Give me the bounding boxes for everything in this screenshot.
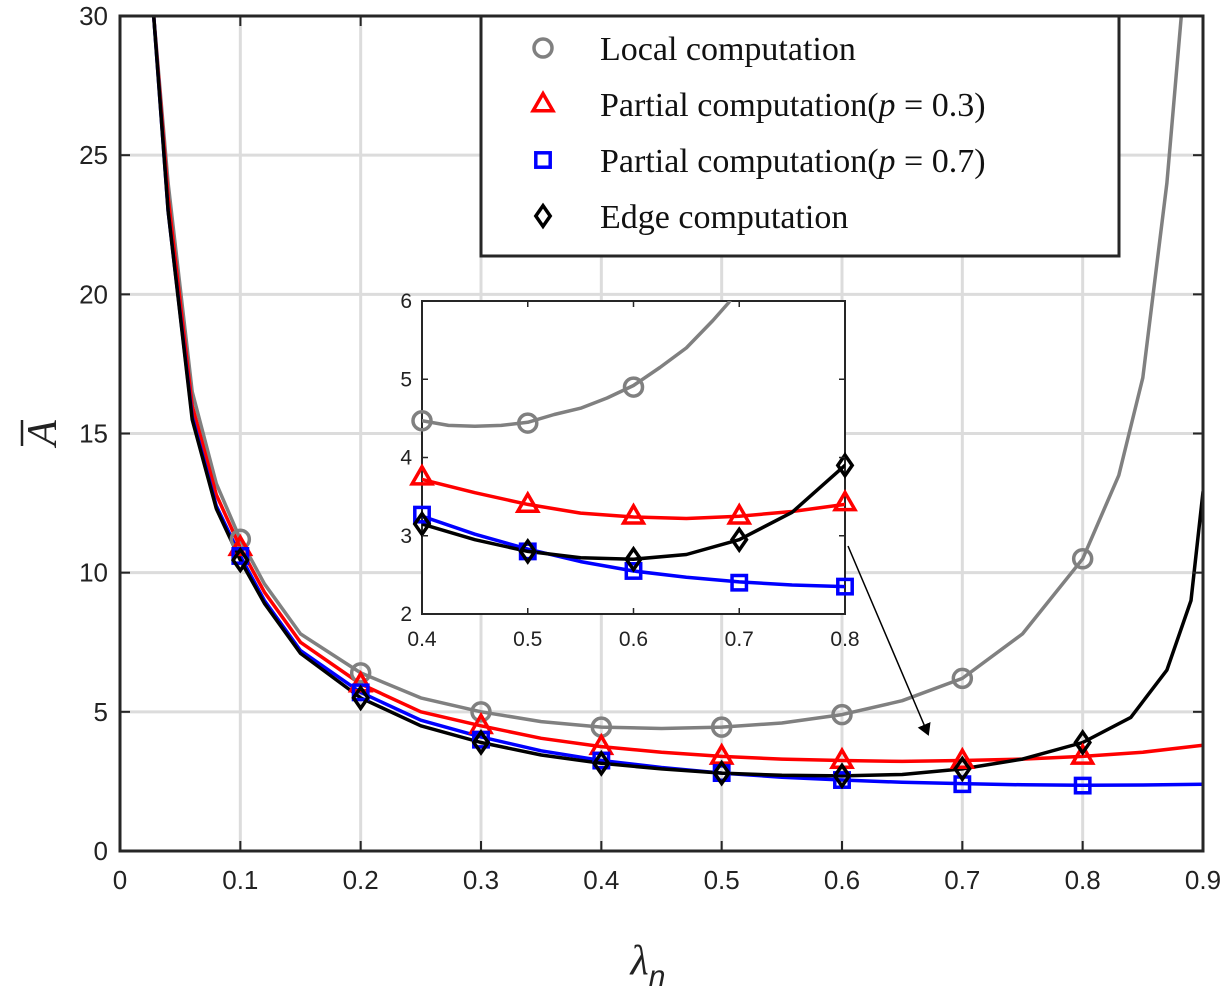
data-point-edge-computation xyxy=(351,684,370,712)
data-point-edge-computation xyxy=(412,510,432,538)
series-line-edge-computation xyxy=(422,463,845,561)
data-point-partial-computation-p-0-3 xyxy=(620,502,647,525)
zoom-arrow xyxy=(847,545,931,736)
y-tick-label: 5 xyxy=(400,368,412,391)
data-point-partial-computation-p-0-3 xyxy=(514,490,541,513)
legend-box xyxy=(479,14,1121,258)
data-point-partial-computation-p-0-3 xyxy=(949,746,976,770)
data-point-edge-computation xyxy=(835,451,855,479)
data-point-partial-computation-p-0-3 xyxy=(832,489,858,512)
data-point-partial-computation-p-0-3 xyxy=(409,463,435,486)
x-tick-label: 0.1 xyxy=(222,865,258,895)
x-axis-subscript: n xyxy=(649,960,666,991)
data-point-edge-computation xyxy=(832,762,852,790)
y-tick-label: 6 xyxy=(400,290,412,313)
y-tick-label: 20 xyxy=(79,279,108,309)
data-point-edge-computation xyxy=(231,546,250,574)
data-point-edge-computation xyxy=(1073,729,1092,756)
y-tick-label: 0 xyxy=(94,836,108,866)
x-tick-label: 0.9 xyxy=(1185,865,1221,895)
x-axis-symbol: λ xyxy=(629,938,649,984)
x-tick-label: 0.7 xyxy=(725,628,754,651)
data-point-partial-computation-p-0-3 xyxy=(227,533,254,557)
y-axis-symbol: A xyxy=(20,420,66,449)
series-line-local-computation xyxy=(422,301,732,428)
legend-label-partial-03: Partial computation(p = 0.3) xyxy=(600,87,986,124)
x-tick-label: 0 xyxy=(113,865,127,895)
y-tick-label: 10 xyxy=(79,558,108,588)
y-tick-label: 4 xyxy=(400,447,412,470)
data-point-local-computation xyxy=(622,376,645,398)
data-point-partial-computation-p-0-7 xyxy=(413,505,431,524)
y-tick-label: 15 xyxy=(79,419,108,449)
data-point-local-computation xyxy=(470,701,492,723)
x-tick-label: 0.4 xyxy=(583,865,619,895)
y-axis-label: A xyxy=(20,420,66,449)
x-axis-label: λn xyxy=(629,938,666,991)
legend-marker-edge-computation xyxy=(533,202,553,230)
x-tick-label: 0.8 xyxy=(830,628,859,651)
y-tick-label: 2 xyxy=(400,603,412,626)
series-line-edge-computation xyxy=(151,16,1203,778)
legend-label-partial-07: Partial computation(p = 0.7) xyxy=(600,143,986,180)
data-point-edge-computation xyxy=(518,537,538,565)
series-markers xyxy=(227,528,1096,795)
data-point-local-computation xyxy=(710,716,733,738)
inset-chart: 0.4 0.5 0.6 0.7 0.8 2 3 4 5 6 xyxy=(400,290,859,651)
legend-label-local: Local computation xyxy=(600,31,856,68)
x-tick-label: 0.5 xyxy=(704,865,740,895)
data-point-local-computation xyxy=(1071,548,1094,570)
data-point-partial-computation-p-0-3 xyxy=(1069,742,1096,765)
x-tick-label: 0.2 xyxy=(343,865,379,895)
data-point-edge-computation xyxy=(471,729,491,756)
x-tick-label: 0.3 xyxy=(463,865,499,895)
data-point-partial-computation-p-0-7 xyxy=(836,577,854,596)
data-point-partial-computation-p-0-3 xyxy=(726,502,753,525)
y-tick-label: 3 xyxy=(400,525,412,548)
y-tick-label: 25 xyxy=(79,140,108,170)
inset-series-markers xyxy=(409,376,858,596)
inset-tick-marks xyxy=(421,300,846,615)
data-point-local-computation xyxy=(951,667,974,690)
x-tick-label: 0.4 xyxy=(407,628,437,651)
data-point-partial-computation-p-0-7 xyxy=(1073,776,1092,795)
legend: Local computation Partial computation(p … xyxy=(479,14,1121,258)
x-tick-label: 0.5 xyxy=(513,628,542,651)
data-point-local-computation xyxy=(411,409,433,432)
data-point-edge-computation xyxy=(592,749,611,777)
y-tick-label: 5 xyxy=(94,697,108,727)
legend-label-edge: Edge computation xyxy=(600,199,848,236)
legend-marker-local-computation xyxy=(532,37,554,59)
legend-marker-partial-computation-p-0-3 xyxy=(530,90,556,113)
y-tick-label: 30 xyxy=(79,1,108,31)
x-tick-label: 0.6 xyxy=(619,628,648,651)
data-point-partial-computation-p-0-3 xyxy=(347,670,374,693)
x-tick-label: 0.8 xyxy=(1065,865,1101,895)
series-line-partial-computation-p-0-3 xyxy=(151,16,1203,764)
data-point-local-computation xyxy=(349,662,372,684)
data-point-local-computation xyxy=(831,703,853,726)
legend-markers xyxy=(530,37,556,230)
x-tick-label: 0.7 xyxy=(944,865,980,895)
data-point-edge-computation xyxy=(729,526,749,554)
inset-tick-labels: 0.4 0.5 0.6 0.7 0.8 2 3 4 5 6 xyxy=(400,290,859,651)
legend-marker-partial-computation-p-0-7 xyxy=(534,151,552,169)
inset-plot-area xyxy=(421,300,846,615)
data-point-partial-computation-p-0-7 xyxy=(624,562,643,580)
data-point-partial-computation-p-0-7 xyxy=(730,573,749,592)
series-line-partial-computation-p-0-3 xyxy=(422,477,845,521)
data-point-edge-computation xyxy=(624,545,643,573)
data-point-local-computation xyxy=(517,412,539,434)
data-point-edge-computation xyxy=(953,755,972,783)
x-tick-label: 0.6 xyxy=(824,865,860,895)
data-point-edge-computation xyxy=(712,759,731,787)
